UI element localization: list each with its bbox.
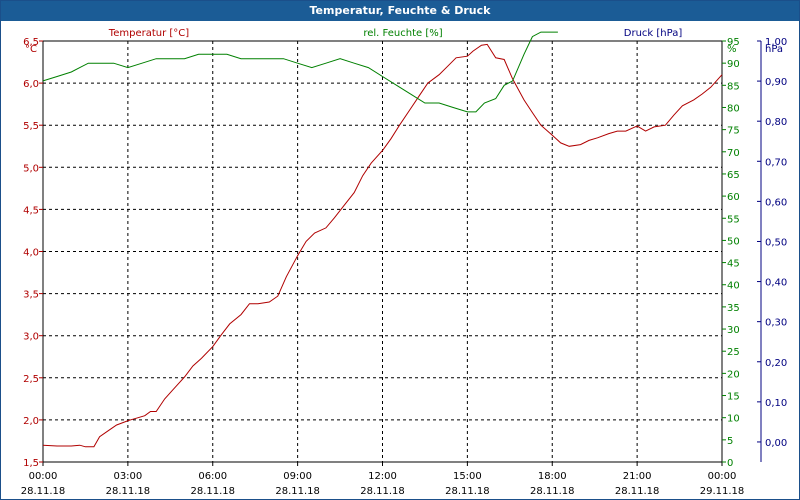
pressure-tick-label: 0,00 xyxy=(765,438,787,449)
temperature-tick-label: 5,0 xyxy=(23,163,39,174)
pressure-unit-label: hPa xyxy=(765,44,783,55)
pressure-tick-label: 1,00 xyxy=(765,37,787,48)
pressure-tick-label: 0,60 xyxy=(765,197,787,208)
temperature-tick-label: 3,5 xyxy=(23,290,39,301)
series-group xyxy=(42,31,723,448)
humidity-tick-label: 20 xyxy=(727,369,740,380)
temperature-tick-label: 4,5 xyxy=(23,205,39,216)
temperature-unit-label: °C xyxy=(25,44,37,55)
humidity-tick-label: 75 xyxy=(727,126,740,137)
x-tick-label-date: 28.11.18 xyxy=(275,486,320,497)
humidity-tick-label: 45 xyxy=(727,259,740,270)
humidity-tick-label: 40 xyxy=(727,281,740,292)
temperature-tick-label: 5,5 xyxy=(23,121,39,132)
x-tick-label-date: 28.11.18 xyxy=(21,486,66,497)
humidity-tick-label: 5 xyxy=(727,436,733,447)
x-tick-label-time: 15:00 xyxy=(453,471,482,482)
x-tick-label-date: 28.11.18 xyxy=(530,486,575,497)
axes-group: 00:00 28.11.18 03:00 28.11.18 06:00 28.11.18 0… xyxy=(21,28,788,497)
x-tick-label-time: 09:00 xyxy=(283,471,312,482)
x-tick-label-date: 28.11.18 xyxy=(615,486,660,497)
temperature-tick-label: 2,5 xyxy=(23,374,39,385)
humidity-tick-label: 95 xyxy=(727,37,740,48)
humidity-axis-title: rel. Feuchte [%] xyxy=(363,28,442,39)
humidity-tick-label: 0 xyxy=(727,458,733,469)
pressure-tick-label: 0,30 xyxy=(765,318,787,329)
x-tick-label-time: 18:00 xyxy=(538,471,567,482)
humidity-tick-label: 30 xyxy=(727,325,740,336)
pressure-axis-title: Druck [hPa] xyxy=(624,28,683,39)
series-line-temperature xyxy=(42,43,723,448)
temperature-tick-label: 3,0 xyxy=(23,332,39,343)
x-tick-label-time: 12:00 xyxy=(368,471,397,482)
temperature-tick-label: 1,5 xyxy=(23,458,39,469)
x-tick-label-date: 28.11.18 xyxy=(106,486,151,497)
x-tick-label-date: 28.11.18 xyxy=(445,486,490,497)
grid-lines xyxy=(43,41,722,462)
temperature-tick-label: 6,5 xyxy=(23,37,39,48)
pressure-tick-label: 0,80 xyxy=(765,117,787,128)
humidity-unit-label: % xyxy=(727,44,737,55)
pressure-tick-label: 0,10 xyxy=(765,398,787,409)
pressure-tick-label: 0,50 xyxy=(765,237,787,248)
humidity-tick-label: 50 xyxy=(727,236,740,247)
humidity-tick-label: 85 xyxy=(727,81,740,92)
pressure-tick-label: 0,40 xyxy=(765,278,787,289)
temperature-tick-label: 4,0 xyxy=(23,248,39,259)
humidity-tick-label: 60 xyxy=(727,192,740,203)
temperature-axis-title: Temperatur [°C] xyxy=(108,28,189,39)
humidity-tick-label: 70 xyxy=(727,148,740,159)
temperature-tick-label: 2,0 xyxy=(23,416,39,427)
x-tick-label-date: 29.11.18 xyxy=(700,486,745,497)
humidity-tick-label: 25 xyxy=(727,347,740,358)
humidity-tick-label: 10 xyxy=(727,414,740,425)
x-tick-label-time: 00:00 xyxy=(708,471,737,482)
humidity-tick-label: 35 xyxy=(727,303,740,314)
pressure-tick-label: 0,90 xyxy=(765,77,787,88)
x-tick-label-time: 21:00 xyxy=(623,471,652,482)
series-line-humidity xyxy=(42,31,558,113)
x-tick-label-time: 03:00 xyxy=(113,471,142,482)
x-tick-label-date: 28.11.18 xyxy=(190,486,235,497)
pressure-tick-label: 0,70 xyxy=(765,157,787,168)
humidity-tick-label: 80 xyxy=(727,103,740,114)
humidity-tick-label: 65 xyxy=(727,170,740,181)
humidity-tick-label: 90 xyxy=(727,59,740,70)
x-tick-label-time: 00:00 xyxy=(29,471,58,482)
pressure-tick-label: 0,20 xyxy=(765,358,787,369)
humidity-tick-label: 55 xyxy=(727,214,740,225)
chart-title: Temperatur, Feuchte & Druck xyxy=(1,1,799,21)
humidity-tick-label: 15 xyxy=(727,392,740,403)
x-tick-label-time: 06:00 xyxy=(198,471,227,482)
temperature-tick-label: 6,0 xyxy=(23,79,39,90)
x-tick-label-date: 28.11.18 xyxy=(360,486,405,497)
